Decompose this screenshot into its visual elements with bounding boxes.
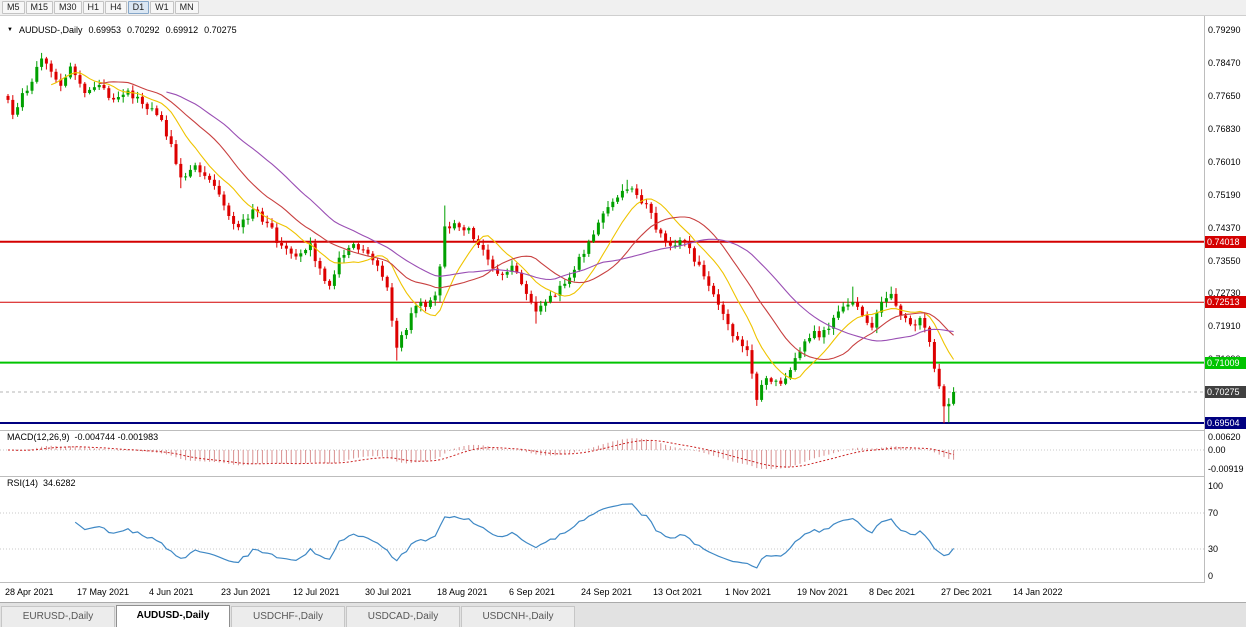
- panel-separator[interactable]: [0, 430, 1246, 431]
- date-axis-label: 18 Aug 2021: [437, 587, 488, 597]
- open-value: 0.69953: [88, 25, 122, 35]
- chart-area: ▼ AUDUSD-,Daily 0.69953 0.70292 0.69912 …: [0, 16, 1246, 602]
- timeframe-button-m30[interactable]: M30: [54, 1, 82, 14]
- level-price-badge: 0.72513: [1205, 296, 1246, 309]
- chart-symbol-header[interactable]: ▼ AUDUSD-,Daily 0.69953 0.70292 0.69912 …: [7, 25, 237, 35]
- price-axis-label: 0.72730: [1208, 288, 1241, 299]
- timeframe-toolbar: M5 M15 M30 H1 H4 D1 W1 MN: [0, 0, 1246, 16]
- price-axis-label: 0.77650: [1208, 90, 1241, 101]
- price-axis-label: 0.78470: [1208, 57, 1241, 68]
- rsi-axis-label: 70: [1208, 508, 1219, 518]
- timeframe-button-m5[interactable]: M5: [2, 1, 25, 14]
- timeframe-button-h1[interactable]: H1: [82, 1, 105, 14]
- rsi-axis-label: 0: [1208, 571, 1214, 581]
- current-price-badge: 0.70275: [1205, 386, 1246, 399]
- chevron-down-icon[interactable]: ▼: [7, 26, 13, 33]
- tab-audusd-daily[interactable]: AUDUSD-,Daily: [116, 605, 230, 627]
- date-axis[interactable]: 28 Apr 2021 17 May 2021 4 Jun 2021 23 Jun 2…: [0, 583, 1205, 602]
- rsi-value: 34.6282: [43, 478, 76, 488]
- timeframe-button-m15[interactable]: M15: [25, 1, 54, 14]
- rsi-indicator-label: RSI(14) 34.6282: [7, 478, 81, 488]
- tab-usdchf-daily[interactable]: USDCHF-,Daily: [231, 606, 345, 627]
- macd-values: -0.004744 -0.001983: [74, 432, 159, 442]
- timeframe-button-d1[interactable]: D1: [127, 1, 150, 14]
- low-value: 0.69912: [165, 25, 199, 35]
- tab-eurusd-daily[interactable]: EURUSD-,Daily: [1, 606, 115, 627]
- date-axis-label: 12 Jul 2021: [293, 587, 340, 597]
- level-price-badge: 0.71009: [1205, 356, 1246, 369]
- panel-separator: [0, 582, 1246, 583]
- price-axis-label: 0.75190: [1208, 189, 1241, 200]
- date-axis-label: 17 May 2021: [77, 587, 130, 597]
- date-axis-label: 27 Dec 2021: [941, 587, 993, 597]
- symbol-name: AUDUSD-,Daily: [18, 25, 83, 35]
- panel-separator[interactable]: [0, 476, 1246, 477]
- price-axis-label: 0.76010: [1208, 156, 1241, 167]
- date-axis-label: 28 Apr 2021: [5, 587, 54, 597]
- price-axis-label: 0.76830: [1208, 123, 1241, 134]
- timeframe-button-w1[interactable]: W1: [150, 1, 174, 14]
- axis-separator: [1204, 16, 1205, 602]
- date-axis-label: 8 Dec 2021: [869, 587, 916, 597]
- date-axis-label: 23 Jun 2021: [221, 587, 271, 597]
- close-value: 0.70275: [204, 25, 237, 35]
- date-axis-label: 6 Sep 2021: [509, 587, 556, 597]
- timeframe-button-h4[interactable]: H4: [105, 1, 127, 14]
- date-axis-label: 13 Oct 2021: [653, 587, 703, 597]
- macd-name: MACD(12,26,9): [7, 432, 70, 442]
- date-axis-label: 1 Nov 2021: [725, 587, 772, 597]
- date-axis-label: 30 Jul 2021: [365, 587, 412, 597]
- rsi-axis-label: 30: [1208, 544, 1219, 554]
- date-axis-label: 24 Sep 2021: [581, 587, 633, 597]
- candlestick-chart-canvas[interactable]: [0, 16, 1205, 582]
- price-axis-label: 0.71910: [1208, 321, 1241, 332]
- macd-axis-label: 0.00: [1208, 445, 1226, 455]
- macd-axis-label: 0.00620: [1208, 432, 1241, 443]
- price-axis-label: 0.74370: [1208, 222, 1241, 233]
- date-axis-label: 4 Jun 2021: [149, 587, 194, 597]
- macd-indicator-label: MACD(12,26,9) -0.004744 -0.001983: [7, 432, 163, 442]
- level-price-badge: 0.74018: [1205, 235, 1246, 248]
- chart-tabs-bar: EURUSD-,Daily AUDUSD-,Daily USDCHF-,Daily U…: [0, 602, 1246, 627]
- rsi-name: RSI(14): [7, 478, 39, 488]
- timeframe-button-mn[interactable]: MN: [174, 1, 199, 14]
- rsi-axis-label: 100: [1208, 481, 1224, 491]
- macd-axis-label: -0.00919: [1208, 464, 1244, 475]
- high-value: 0.70292: [127, 25, 160, 35]
- date-axis-label: 19 Nov 2021: [797, 587, 849, 597]
- level-price-badge: 0.69504: [1205, 417, 1246, 429]
- price-axis-label: 0.79290: [1208, 25, 1241, 35]
- tab-usdcnh-daily[interactable]: USDCNH-,Daily: [461, 606, 575, 627]
- tab-usdcad-daily[interactable]: USDCAD-,Daily: [346, 606, 460, 627]
- price-axis[interactable]: 0.79290 0.78470 0.77650 0.76830 0.76010 0.751…: [1205, 16, 1246, 602]
- date-axis-label: 14 Jan 2022: [1013, 587, 1063, 597]
- price-axis-label: 0.73550: [1208, 255, 1241, 266]
